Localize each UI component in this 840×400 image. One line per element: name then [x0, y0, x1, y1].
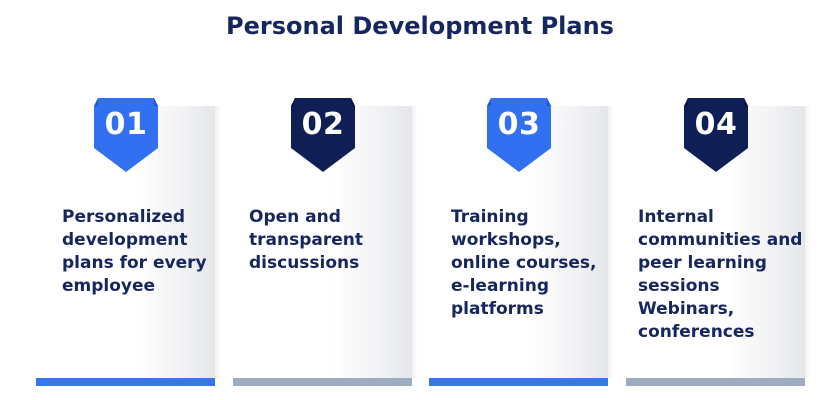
badge-ribbon-icon — [94, 98, 158, 172]
card-description: Personalized development plans for every… — [62, 207, 207, 296]
badge-number: 01 — [104, 107, 148, 142]
number-badge: 03 — [487, 96, 551, 178]
number-badge: 04 — [684, 96, 748, 178]
number-badge: 01 — [94, 96, 158, 178]
card-03: 03 Training workshops, online courses, e… — [429, 98, 614, 386]
card-01: 01 Personalized development plans for ev… — [36, 98, 221, 386]
number-badge: 02 — [291, 96, 355, 178]
badge-number: 02 — [301, 107, 345, 142]
card-bottom-bar — [36, 378, 215, 386]
badge-ribbon-icon — [291, 98, 355, 172]
card-shadow — [215, 106, 221, 378]
card-shadow — [412, 106, 418, 378]
card-description: Open and transparent discussions — [249, 207, 363, 273]
card-shadow — [608, 106, 614, 378]
badge-number: 03 — [497, 107, 541, 142]
badge-ribbon-icon — [487, 98, 551, 172]
card-02: 02 Open and transparent discussions — [233, 98, 418, 386]
card-description: Internal communities and peer learning s… — [638, 207, 803, 342]
badge-ribbon-icon — [684, 98, 748, 172]
page-title: Personal Development Plans — [226, 12, 614, 40]
card-bottom-bar — [429, 378, 608, 386]
badge-number: 04 — [694, 107, 738, 142]
card-description: Training workshops, online courses, e-le… — [451, 207, 597, 319]
card-bottom-bar — [626, 378, 805, 386]
card-shadow — [805, 106, 811, 378]
card-04: 04 Internal communities and peer learnin… — [626, 98, 811, 386]
card-bottom-bar — [233, 378, 412, 386]
